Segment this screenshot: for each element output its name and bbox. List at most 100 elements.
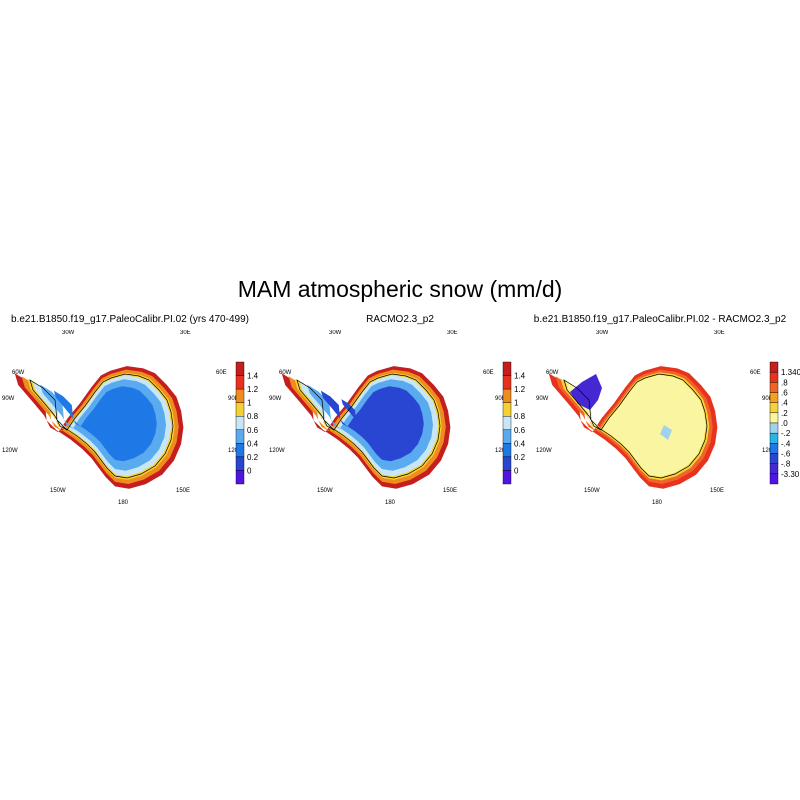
colorbar-swatch <box>769 392 779 403</box>
longitude-label-150e: 150E <box>710 488 724 494</box>
colorbar-swatch <box>235 416 245 430</box>
longitude-label-30w: 30W <box>62 330 75 336</box>
colorbar-swatch <box>502 388 512 403</box>
coastline <box>296 373 441 479</box>
colorbar-swatch <box>235 456 245 471</box>
colorbar-label: 0.8 <box>514 412 526 421</box>
longitude-label-30e: 30E <box>447 330 458 336</box>
colorbar-swatch <box>769 432 779 444</box>
colorbar-label: .0 <box>781 419 788 428</box>
colorbar-swatch <box>769 473 779 485</box>
longitude-label-60e: 60E <box>750 370 761 376</box>
panel-title-model: b.e21.B1850.f19_g17.PaleoCalibr.PI.02 (y… <box>11 314 249 325</box>
map-panel-racmo: 30W 30E 60W 60E 90W 90E 120W 120E 150W 150E 180 1.4… <box>269 330 526 506</box>
longitude-label-60e: 60E <box>483 370 494 376</box>
colorbar-label: 1.4 <box>247 372 259 381</box>
map-panel-difference: 30W 30E 60W 60E 90W 90E 120W 120E 150W 150E 180 1.3… <box>536 330 800 506</box>
colorbar: 1.340.8 .6.4.2.0-.2-.4 -.6-.8-3.30 <box>769 361 800 485</box>
longitude-label-120e: 120E <box>228 448 242 454</box>
longitude-label-60e: 60E <box>216 370 227 376</box>
colorbar-label: .4 <box>781 399 788 408</box>
longitude-label-60w: 60W <box>546 370 559 376</box>
colorbar-swatch <box>235 402 245 417</box>
colorbar-label: .8 <box>781 378 788 387</box>
longitude-label-90e: 90E <box>495 396 506 402</box>
colorbar-swatch <box>769 382 779 393</box>
colorbar-swatch <box>502 375 512 390</box>
colorbar-swatch <box>769 443 779 454</box>
contour-band <box>660 425 672 440</box>
longitude-label-150e: 150E <box>176 488 190 494</box>
colorbar-swatch <box>769 402 779 414</box>
longitude-label-150w: 150W <box>584 488 600 494</box>
field-layer <box>281 366 451 489</box>
longitude-label-60w: 60W <box>279 370 292 376</box>
colorbar-swatch <box>769 463 779 475</box>
contour-band <box>570 374 602 410</box>
colorbar-label: 0.4 <box>514 439 526 448</box>
colorbar: 1.4 1.2 1 0.8 0.6 0.4 0.2 0 <box>502 361 526 485</box>
map-panel-model: 30W 30E 60W 60E 90W 90E 120W 120E 150W 150E 180 1.4… <box>2 330 259 506</box>
colorbar-label: .2 <box>781 409 788 418</box>
longitude-label-180: 180 <box>118 500 129 506</box>
colorbar-swatch <box>769 453 779 464</box>
colorbar-label: .6 <box>781 389 788 398</box>
longitude-label-90e: 90E <box>228 396 239 402</box>
longitude-label-90e: 90E <box>762 396 773 402</box>
longitude-label-30w: 30W <box>329 330 342 336</box>
longitude-label-30e: 30E <box>714 330 725 336</box>
colorbar-label: -.2 <box>781 429 791 438</box>
colorbar-label: -.6 <box>781 450 791 459</box>
longitude-label-90w: 90W <box>536 396 549 402</box>
longitude-label-90w: 90W <box>2 396 15 402</box>
colorbar-label: -3.30 <box>781 470 800 479</box>
longitude-label-120w: 120W <box>269 448 285 454</box>
colorbar-swatch <box>235 361 245 376</box>
colorbar-swatch <box>235 429 245 444</box>
field-layer <box>548 366 718 489</box>
colorbar-label: -.8 <box>781 460 791 469</box>
colorbar-swatch <box>502 402 512 417</box>
colorbar-label: 1 <box>514 399 519 408</box>
panel-title-difference: b.e21.B1850.f19_g17.PaleoCalibr.PI.02 - … <box>533 314 787 325</box>
colorbar-swatch <box>502 416 512 430</box>
colorbar-label: 0.6 <box>514 426 526 435</box>
colorbar-label: 1.4 <box>514 372 526 381</box>
longitude-label-90w: 90W <box>269 396 282 402</box>
colorbar-label: 0.2 <box>514 453 526 462</box>
colorbar-swatch <box>235 388 245 403</box>
colorbar-swatch <box>502 456 512 471</box>
colorbar-label: 0 <box>247 466 252 475</box>
colorbar-swatch <box>235 470 245 485</box>
colorbar-swatch <box>502 470 512 485</box>
field-layer <box>14 366 184 489</box>
coastline <box>29 373 174 479</box>
colorbar-label: 0.8 <box>247 412 259 421</box>
colorbar-swatch <box>502 429 512 444</box>
colorbar-label: 1 <box>247 399 252 408</box>
colorbar-swatch <box>769 412 779 424</box>
colorbar-swatch <box>235 443 245 458</box>
colorbar-label: 0 <box>514 466 519 475</box>
longitude-label-30w: 30W <box>596 330 609 336</box>
panel-title-racmo: RACMO2.3_p2 <box>366 314 434 325</box>
longitude-label-120w: 120W <box>2 448 18 454</box>
longitude-label-150e: 150E <box>443 488 457 494</box>
colorbar-swatch <box>502 443 512 458</box>
contour-band <box>53 386 157 462</box>
colorbar: 1.4 1.2 1 0.8 0.6 0.4 0.2 0 <box>235 361 259 485</box>
colorbar-swatch <box>769 371 779 383</box>
contour-band <box>565 374 706 477</box>
longitude-label-180: 180 <box>385 500 396 506</box>
longitude-label-150w: 150W <box>317 488 333 494</box>
longitude-label-30e: 30E <box>180 330 191 336</box>
colorbar-label: 0.4 <box>247 439 259 448</box>
colorbar-label: 0.6 <box>247 426 259 435</box>
longitude-label-120w: 120W <box>536 448 552 454</box>
colorbar-swatch <box>769 361 779 373</box>
colorbar-swatch <box>769 422 779 434</box>
colorbar-swatch <box>502 361 512 376</box>
longitude-label-60w: 60W <box>12 370 25 376</box>
longitude-label-180: 180 <box>652 500 663 506</box>
colorbar-label: 1.2 <box>247 385 259 394</box>
